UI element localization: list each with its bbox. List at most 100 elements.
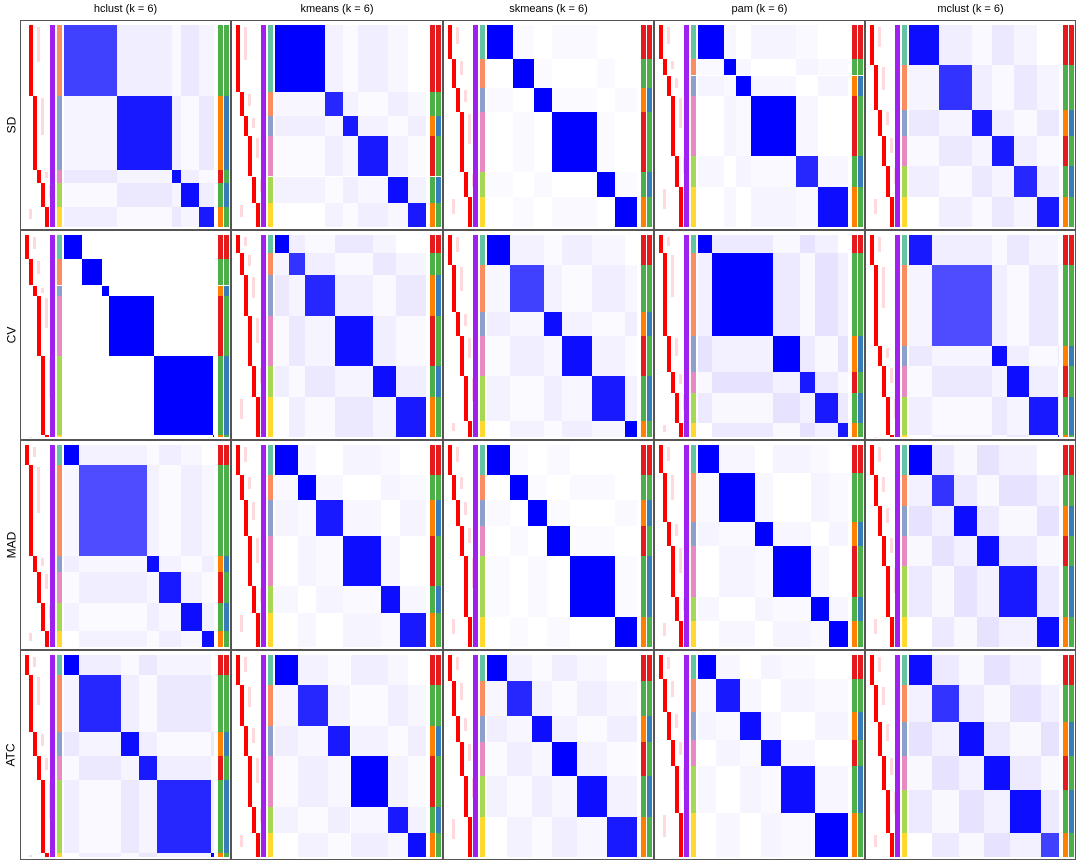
consensus-block xyxy=(297,475,316,500)
offdiag-cell xyxy=(780,812,815,857)
annotation-strip-1 xyxy=(852,59,857,76)
annotation-strip-1 xyxy=(852,655,857,680)
offdiag-cell xyxy=(818,156,848,187)
annotation-strip-1 xyxy=(852,235,857,254)
class-strip xyxy=(902,616,907,647)
offdiag-cell xyxy=(388,91,408,116)
offdiag-cell xyxy=(487,336,510,377)
consensus-matrix xyxy=(487,25,637,227)
offdiag-cell xyxy=(698,372,712,393)
offdiag-cell xyxy=(958,756,984,791)
silhouette-light xyxy=(256,317,259,344)
class-strip xyxy=(691,812,696,857)
offdiag-cell xyxy=(755,546,773,597)
class-strip xyxy=(57,852,62,857)
class-strip xyxy=(480,445,485,476)
annotation-strip-1 xyxy=(852,445,857,474)
offdiag-cell xyxy=(146,465,159,557)
offdiag-cell xyxy=(388,756,408,807)
offdiag-cell xyxy=(157,756,211,781)
class-strip xyxy=(902,346,907,367)
annotation-strip-2 xyxy=(647,235,652,266)
offdiag-cell xyxy=(121,780,139,853)
consensus-block xyxy=(1057,434,1059,437)
offdiag-cell xyxy=(909,566,932,617)
silhouette-light xyxy=(671,475,674,500)
offdiag-cell xyxy=(562,265,592,312)
silhouette-strip xyxy=(659,445,663,474)
silhouette-light xyxy=(886,507,889,523)
annotation-strip-2 xyxy=(436,366,441,397)
class-strip xyxy=(480,556,485,617)
consensus-block xyxy=(64,655,79,676)
class-strip xyxy=(691,521,696,546)
annotation-strip-2 xyxy=(224,285,229,296)
annotation-strip-2 xyxy=(858,235,863,254)
offdiag-cell xyxy=(577,715,607,742)
annotation-strip-1 xyxy=(218,602,223,631)
offdiag-cell xyxy=(740,679,761,712)
annotation-strip-1 xyxy=(852,253,857,336)
annotation-strip-2 xyxy=(1069,616,1074,647)
silhouette-light xyxy=(41,733,44,746)
offdiag-cell xyxy=(698,473,719,522)
offdiag-cell xyxy=(909,756,932,791)
annotation-strip-2 xyxy=(224,182,229,207)
offdiag-cell xyxy=(999,505,1037,536)
consensus-block xyxy=(815,392,838,423)
annotation-strip-1 xyxy=(218,95,223,171)
offdiag-cell xyxy=(79,602,147,631)
class-strip xyxy=(268,253,273,276)
silhouette-light xyxy=(456,657,459,671)
annotation-strip-2 xyxy=(647,816,652,857)
offdiag-cell xyxy=(64,206,117,227)
class-strip xyxy=(480,420,485,437)
offdiag-cell xyxy=(837,253,848,336)
silhouette-strip xyxy=(874,265,878,347)
consensus-block xyxy=(146,556,159,573)
silhouette-light xyxy=(878,27,881,48)
offdiag-cell xyxy=(625,265,637,312)
silhouette-strip xyxy=(460,111,464,173)
annotation-strip-2 xyxy=(1069,756,1074,791)
class-strip xyxy=(268,499,273,536)
class-strip xyxy=(902,790,907,833)
offdiag-cell xyxy=(342,445,381,476)
offdiag-cell xyxy=(773,392,800,423)
silhouette-strip xyxy=(448,445,452,476)
silhouette-strip xyxy=(667,521,671,546)
silhouette-strip xyxy=(240,91,244,116)
offdiag-cell xyxy=(984,721,1010,756)
silhouette-strip xyxy=(679,620,683,647)
offdiag-cell xyxy=(698,75,724,96)
silhouette-light xyxy=(663,188,666,209)
offdiag-cell xyxy=(388,115,408,137)
offdiag-cell xyxy=(1041,790,1059,833)
offdiag-cell xyxy=(275,115,325,137)
offdiag-cell xyxy=(551,87,597,112)
offdiag-cell xyxy=(487,376,510,421)
silhouette-strip xyxy=(33,556,37,573)
offdiag-cell xyxy=(158,602,181,631)
offdiag-cell xyxy=(750,156,796,187)
offdiag-cell xyxy=(551,25,597,60)
offdiag-cell xyxy=(837,392,848,423)
offdiag-cell xyxy=(1036,505,1059,536)
class-strip xyxy=(902,434,907,437)
annotation-strip-1 xyxy=(430,806,435,833)
heatmap-panel xyxy=(865,650,1076,860)
membership-strip xyxy=(684,25,689,227)
column-title: kmeans (k = 6) xyxy=(300,3,374,15)
consensus-matrix xyxy=(698,655,848,857)
class-strip xyxy=(480,336,485,377)
annotation-strip-2 xyxy=(858,59,863,76)
class-strip xyxy=(268,475,273,500)
offdiag-cell xyxy=(976,475,999,506)
offdiag-cell xyxy=(954,445,977,476)
offdiag-cell xyxy=(139,675,157,732)
annotation-strip-2 xyxy=(224,780,229,853)
class-strip xyxy=(268,275,273,316)
offdiag-cell xyxy=(395,253,426,276)
annotation-strip-1 xyxy=(852,392,857,423)
offdiag-cell xyxy=(1029,366,1058,397)
